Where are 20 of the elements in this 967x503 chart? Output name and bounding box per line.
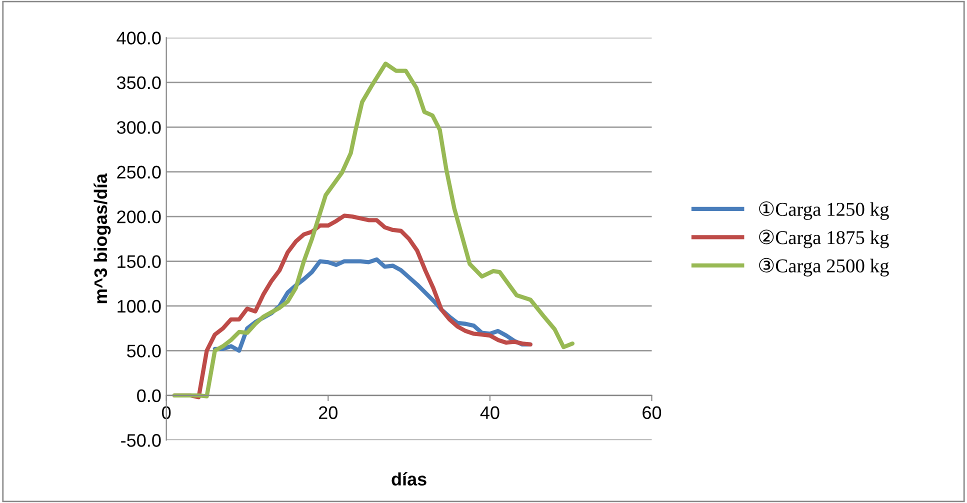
x-tick-label: 60: [642, 406, 662, 420]
y-tick-label: 300.0: [116, 121, 161, 134]
x-tick-label: 40: [480, 406, 500, 420]
x-tick-label: 0: [162, 406, 171, 420]
legend-label: ②Carga 1875 kg: [759, 230, 889, 248]
y-tick-label: 50.0: [127, 344, 161, 358]
legend-label: ③Carga 2500 kg: [759, 258, 889, 276]
y-axis-title: m^3 biogas/día: [94, 173, 111, 304]
x-tick-label: 20: [319, 406, 338, 420]
y-tick-label: 100.0: [118, 300, 161, 313]
line-series: [172, 62, 575, 398]
x-axis-title: días: [392, 472, 426, 486]
y-tick-label: -50.0: [121, 434, 161, 447]
y-tick-label: 250.0: [117, 166, 161, 179]
y-tick-label: 150.0: [118, 255, 161, 268]
legend-label: ①Carga 1250 kg: [759, 201, 889, 220]
y-tick-label: 0.0: [137, 389, 161, 402]
y-tick-label: 400.0: [116, 32, 161, 44]
y-tick-label: 350.0: [116, 76, 161, 90]
y-tick-label: 200.0: [117, 210, 161, 224]
